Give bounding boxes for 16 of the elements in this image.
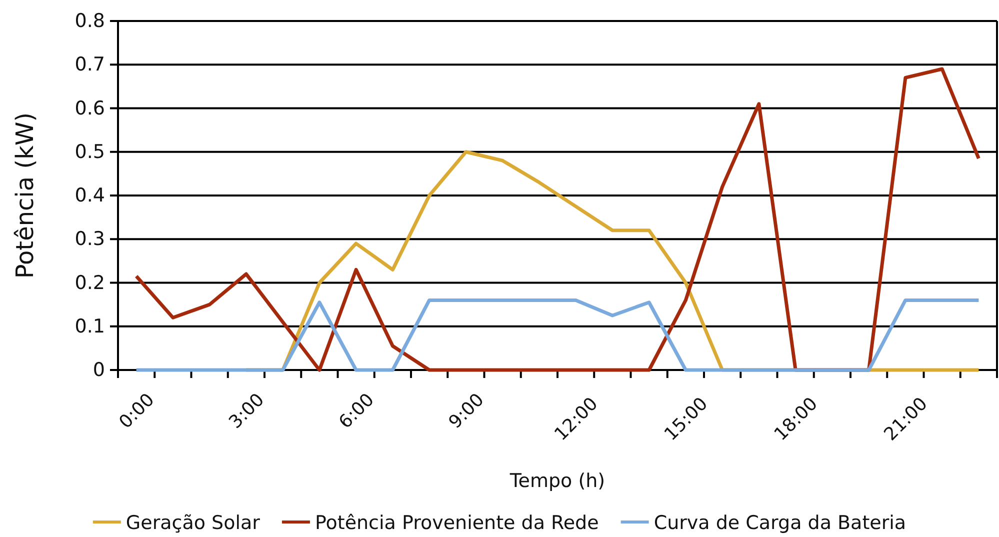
y-tick-label: 0 [92, 359, 105, 382]
legend-label: Potência Proveniente da Rede [314, 512, 599, 534]
line-series [134, 67, 980, 372]
y-tick-label: 0.1 [74, 315, 105, 338]
legend-label: Geração Solar [126, 512, 260, 534]
legend-label: Curva de Carga da Bateria [654, 512, 906, 534]
y-axis-title: Potência (kW) [11, 112, 39, 279]
y-tick-label: 0.5 [74, 140, 105, 163]
y-tick-label: 0.7 [74, 54, 105, 76]
y-tick-label: 0.6 [74, 97, 105, 120]
y-tick-label: 0.3 [74, 228, 105, 250]
line-series [134, 298, 980, 372]
y-tick-label: 0.8 [74, 10, 105, 32]
y-tick-label: 0.2 [74, 272, 105, 294]
y-tick-label: 0.4 [74, 184, 105, 207]
x-axis-title: Tempo (h) [508, 470, 606, 492]
